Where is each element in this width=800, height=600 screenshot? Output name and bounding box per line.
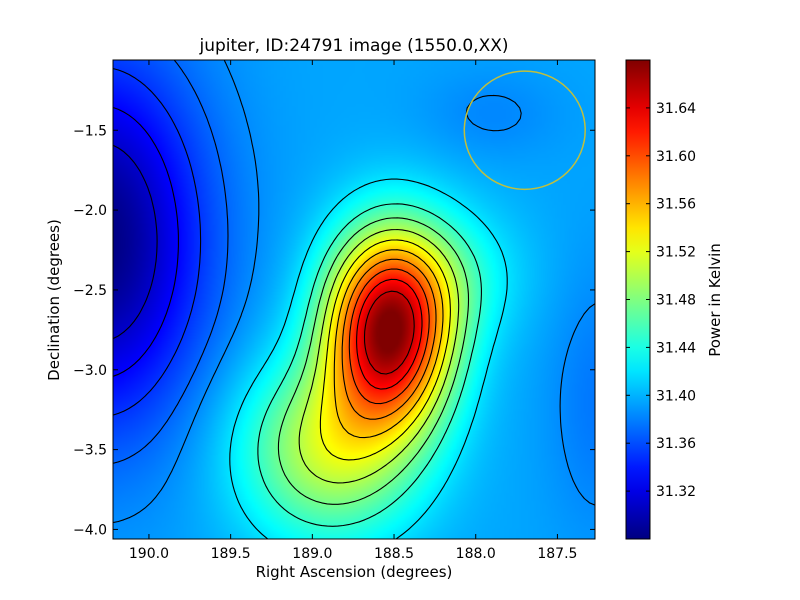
x-tick-label: 190.0	[129, 546, 169, 562]
x-tick-label: 187.5	[537, 546, 577, 562]
colorbar-tick-label: 31.48	[656, 293, 696, 309]
y-axis: −1.5 −2.0 −2.5 −3.0 −3.5 −4.0	[73, 123, 595, 538]
contour-line	[348, 268, 430, 405]
colorbar-ticks: 31.32 31.36 31.40 31.44 31.48 31.52 31.56 31.60…	[626, 101, 696, 500]
colorbar-tick-label: 31.64	[656, 101, 696, 117]
contour-line	[113, 60, 595, 524]
colorbar: 31.32 31.36 31.40 31.44 31.48 31.52 31.56 31.60…	[625, 59, 724, 540]
y-tick-label: −4.0	[73, 522, 107, 538]
contour-line	[113, 106, 179, 377]
plot-frame	[112, 59, 596, 540]
colorbar-label: Power in Kelvin	[706, 243, 724, 357]
colorbar-tick-label: 31.36	[656, 436, 696, 452]
x-tick-label: 189.0	[292, 546, 332, 562]
x-axis-label: Right Ascension (degrees)	[256, 563, 453, 581]
contour-lines	[113, 60, 595, 539]
contour-line	[113, 144, 158, 340]
y-tick-label: −3.5	[73, 443, 107, 459]
annotation-layer	[463, 70, 586, 191]
contour-line	[113, 60, 229, 464]
colorbar-tick-label: 31.32	[656, 484, 696, 500]
contour-line	[277, 217, 470, 505]
y-tick-label: −2.0	[73, 203, 107, 219]
colorbar-tick-label: 31.60	[656, 149, 696, 165]
colorbar-tick-label: 31.52	[656, 245, 696, 261]
contour-line	[341, 258, 437, 420]
contour-line	[229, 178, 508, 539]
y-tick-label: −2.5	[73, 283, 107, 299]
contour-line	[363, 290, 415, 375]
contour-line	[113, 67, 202, 416]
colorbar-tick-label: 31.56	[656, 197, 696, 213]
x-axis: 190.0 189.5 189.0 188.5 188.0 187.5	[129, 60, 577, 562]
x-tick-label: 188.0	[456, 546, 496, 562]
contour-line	[298, 228, 460, 484]
colorbar-tick-label: 31.44	[656, 340, 696, 356]
x-tick-label: 189.5	[211, 546, 251, 562]
contour-line	[319, 239, 451, 461]
annotation-circle	[463, 70, 586, 191]
chart-title: jupiter, ID:24791 image (1550.0,XX)	[198, 36, 508, 56]
y-tick-label: −1.5	[73, 123, 107, 139]
y-tick-label: −3.0	[73, 363, 107, 379]
contour-line	[356, 278, 423, 390]
heatmap-image	[113, 60, 595, 539]
y-axis-label: Declination (degrees)	[45, 219, 63, 381]
plot-area: 190.0 189.5 189.0 188.5 188.0 187.5 −1.5−2.0−…	[73, 59, 596, 562]
contour-line	[333, 249, 444, 439]
colorbar-tick-label: 31.40	[656, 388, 696, 404]
contour-line	[257, 203, 482, 527]
x-tick-label: 188.5	[374, 546, 414, 562]
